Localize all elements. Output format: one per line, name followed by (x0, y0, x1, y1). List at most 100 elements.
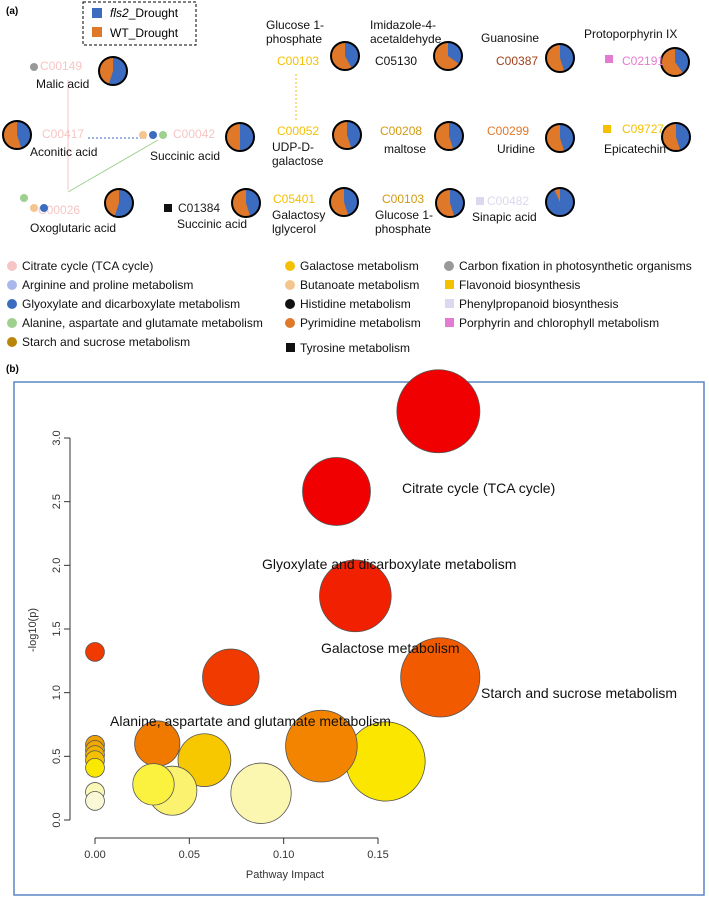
pathway-legend: Citrate cycle (TCA cycle) Arginine and pr… (7, 259, 692, 355)
y-axis-label: -log10(p) (27, 608, 39, 652)
compound-c01384: C01384 Succinic acid (164, 188, 261, 231)
pie-fls2-slice (240, 123, 254, 151)
compound-c00299: C00299 Uridine (487, 123, 575, 156)
pathway-legend-swatch (445, 280, 454, 289)
panel-b-frame (13, 381, 705, 896)
pathway-legend-swatch (7, 280, 17, 290)
pathway-legend-swatch (7, 261, 17, 271)
legend-label-fls2: fls2_Drought (110, 6, 179, 20)
pathway-legend-item: Flavonoid biosynthesis (445, 278, 580, 292)
pathway-legend-item: Histidine metabolism (285, 297, 411, 311)
pie-fls2-slice (560, 44, 574, 72)
pathway-legend-label: Citrate cycle (TCA cycle) (22, 259, 153, 273)
pie-fls2-slice (246, 189, 260, 217)
legend-label-wt: WT_Drought (110, 26, 179, 40)
bubble-label: Galactose metabolism (321, 640, 460, 656)
compound-name: Epicatechin (604, 142, 666, 156)
compound-id: C00026 (38, 203, 80, 217)
pie-outline (545, 43, 575, 73)
pie-fls2-slice (546, 188, 574, 216)
y-tick-label: 2.5 (51, 494, 63, 509)
bubble-point (345, 721, 426, 802)
compound-name: Galactosy lglycerol (272, 208, 325, 236)
compound-layer: C00149 Malic acid C00417 Aconitic acid C0004… (2, 18, 691, 236)
pathway-legend-item: Carbon fixation in photosynthetic organi… (444, 259, 692, 273)
pathway-legend-swatch (285, 261, 295, 271)
pathway-legend-label: Glyoxylate and dicarboxylate metabolism (22, 297, 240, 311)
bubble-chart: 0.0 0.5 1.0 1.5 2.0 2.5 3.0 0.00 0.05 0.10 0.15 Cit… (51, 369, 677, 861)
compound-id: C05401 (273, 192, 315, 206)
compound-id: C00149 (40, 59, 82, 73)
compound-c09727: C09727 Epicatechin (603, 122, 691, 156)
pathway-legend-label: Tyrosine metabolism (300, 341, 410, 355)
pathway-legend-item: Glyoxylate and dicarboxylate metabolism (7, 297, 240, 311)
pathway-marker (40, 204, 48, 212)
pathway-marker (159, 131, 167, 139)
pathway-legend-swatch (285, 280, 295, 290)
pathway-marker (30, 63, 38, 71)
compound-c00103: C00103 Glucose 1-phosphate (375, 188, 465, 236)
y-tick-label: 3.0 (51, 430, 63, 445)
compound-name: maltose (384, 142, 426, 156)
compound-id: C00299 (487, 124, 529, 138)
pathway-marker (164, 204, 172, 212)
bubble-point (177, 733, 232, 787)
pie-fls2-slice (449, 122, 463, 150)
compound-c05401: C05401 Galactosy lglycerol (272, 187, 359, 236)
bubble-label: Glyoxylate and dicarboxylate metabolism (262, 556, 516, 572)
pathway-legend-item: Butanoate metabolism (285, 278, 419, 292)
compound-c00387: C00387 Guanosine (481, 31, 575, 73)
compound-id: C00103 (277, 54, 319, 68)
pathway-legend-swatch (444, 261, 454, 271)
pathway-legend-item: Citrate cycle (TCA cycle) (7, 259, 153, 273)
link-line (67, 139, 159, 193)
pathway-marker (476, 197, 484, 205)
panel-a: (a) fls2_Drought WT_Drought C00149 Malic … (2, 1, 692, 355)
pie-fls2-slice (450, 189, 464, 217)
pathway-legend-label: Porphyrin and chlorophyll metabolism (459, 316, 659, 330)
pie-fls2-slice (108, 57, 128, 86)
compound-c00149: C00149 Malic acid (30, 56, 128, 91)
pathway-legend-label: Butanoate metabolism (300, 278, 419, 292)
pie-outline (98, 56, 128, 86)
pathway-legend-item: Arginine and proline metabolism (7, 278, 193, 292)
pie-fls2-slice (676, 123, 690, 151)
pie-fls2-slice (114, 189, 133, 218)
bubble-point (302, 457, 371, 526)
pie-fls2-slice (17, 121, 31, 149)
pie-outline (329, 187, 359, 217)
pathway-legend-label: Histidine metabolism (300, 297, 411, 311)
compound-name: Succinic acid (177, 217, 247, 231)
pathway-legend-swatch (285, 299, 295, 309)
pie-outline (545, 187, 575, 217)
x-axis-label: Pathway Impact (246, 869, 324, 881)
pathway-legend-item: Pyrimidine metabolism (285, 316, 421, 330)
compound-name: Uridine (497, 142, 535, 156)
bubble-point (132, 763, 175, 806)
bubble-point (85, 642, 105, 662)
pie-outline (231, 188, 261, 218)
pie-fls2-slice (675, 48, 690, 74)
pathway-legend-item: Phenylpropanoid biosynthesis (445, 297, 618, 311)
pathway-legend-label: Phenylpropanoid biosynthesis (459, 297, 618, 311)
pathway-legend-swatch (286, 343, 295, 352)
pie-outline (545, 123, 575, 153)
pathway-legend-label: Starch and sucrose metabolism (22, 335, 190, 349)
sample-legend: fls2_Drought WT_Drought (82, 1, 197, 46)
bubble-point (396, 369, 481, 454)
x-tick-label: 0.10 (273, 849, 294, 861)
compound-c00417: C00417 Aconitic acid (2, 120, 97, 159)
compound-id: C00208 (380, 124, 422, 138)
pie-fls2-slice (345, 42, 360, 69)
pathway-marker (149, 131, 157, 139)
pathway-marker (30, 204, 38, 212)
pie-outline (330, 41, 360, 71)
compound-c02191: C02191 Protoporphyrin IX (584, 27, 690, 77)
compound-id: C00052 (277, 124, 319, 138)
bubble-point (230, 762, 292, 824)
pathway-legend-label: Carbon fixation in photosynthetic organi… (459, 259, 692, 273)
pie-outline (661, 122, 691, 152)
compound-name: Sinapic acid (472, 210, 537, 224)
y-tick-label: 1.0 (51, 685, 63, 700)
